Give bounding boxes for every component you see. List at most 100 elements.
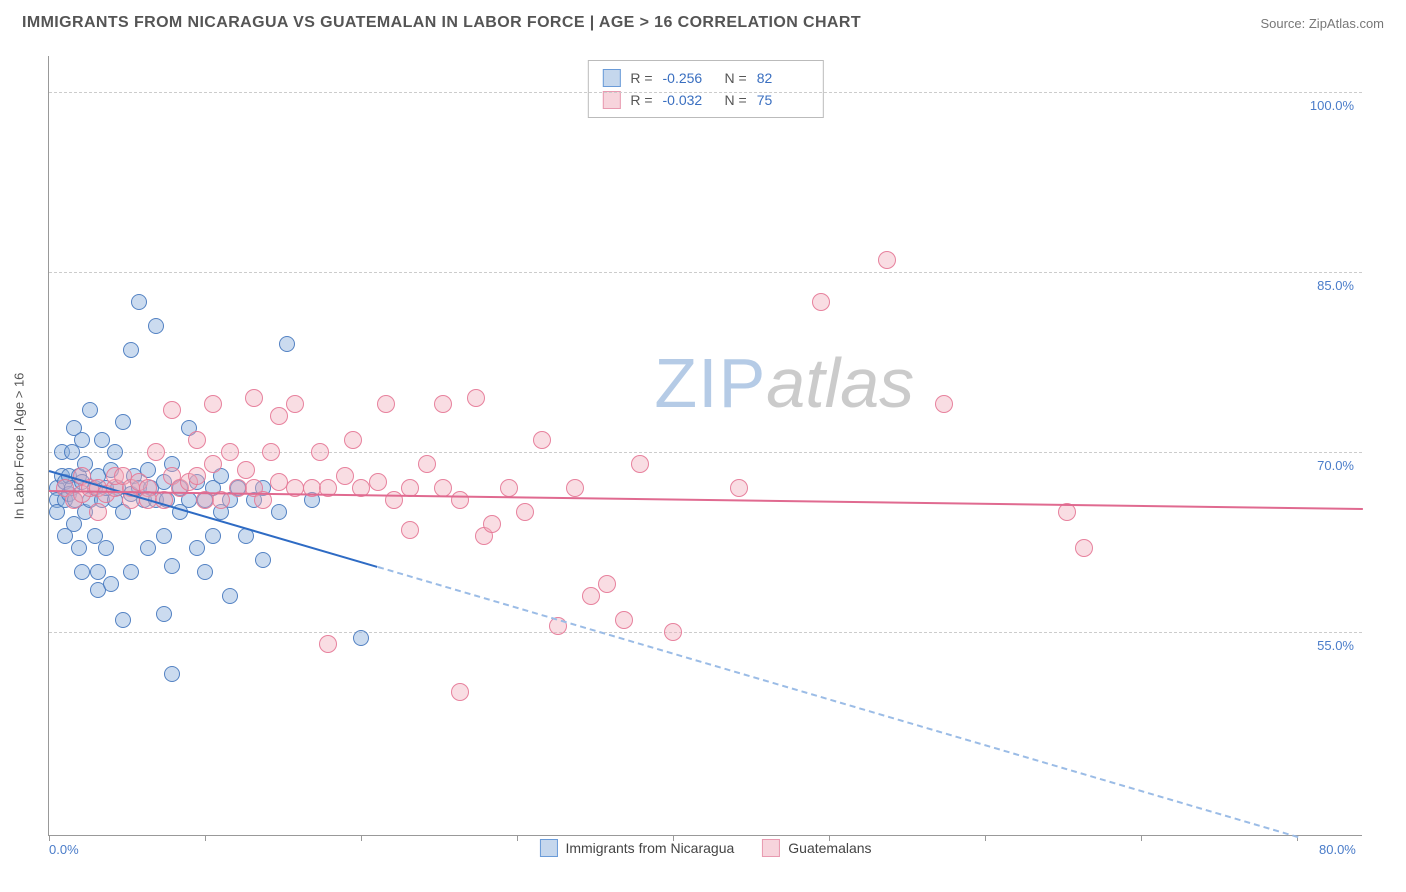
data-point: [221, 443, 239, 461]
data-point: [98, 540, 114, 556]
y-axis-title: In Labor Force | Age > 16: [12, 372, 27, 519]
gridline-h: [49, 632, 1362, 633]
data-point: [812, 293, 830, 311]
data-point: [369, 473, 387, 491]
data-point: [566, 479, 584, 497]
scatter-plot: In Labor Force | Age > 16 ZIPatlas R = -…: [48, 56, 1362, 836]
data-point: [237, 461, 255, 479]
x-tick-label: 80.0%: [1319, 842, 1356, 857]
swatch-icon: [539, 839, 557, 857]
source-label: Source: ZipAtlas.com: [1260, 16, 1384, 31]
data-point: [82, 402, 98, 418]
data-point: [483, 515, 501, 533]
watermark: ZIPatlas: [654, 343, 914, 423]
x-tick: [1141, 835, 1142, 841]
swatch-icon: [602, 91, 620, 109]
data-point: [66, 516, 82, 532]
y-tick-label: 70.0%: [1317, 458, 1354, 473]
data-point: [500, 479, 518, 497]
x-tick: [673, 835, 674, 841]
data-point: [255, 552, 271, 568]
data-point: [1075, 539, 1093, 557]
data-point: [598, 575, 616, 593]
x-tick: [49, 835, 50, 841]
data-point: [615, 611, 633, 629]
data-point: [103, 576, 119, 592]
data-point: [467, 389, 485, 407]
stats-legend-box: R = -0.256 N = 82 R = -0.032 N = 75: [587, 60, 823, 118]
y-tick-label: 100.0%: [1310, 98, 1354, 113]
data-point: [533, 431, 551, 449]
data-point: [319, 635, 337, 653]
data-point: [451, 683, 469, 701]
x-tick: [517, 835, 518, 841]
data-point: [123, 342, 139, 358]
data-point: [189, 540, 205, 556]
data-point: [164, 666, 180, 682]
stats-row-series-1: R = -0.256 N = 82: [602, 67, 808, 89]
legend-item-series-1: Immigrants from Nicaragua: [539, 839, 734, 857]
x-tick: [985, 835, 986, 841]
x-tick: [361, 835, 362, 841]
data-point: [377, 395, 395, 413]
data-point: [311, 443, 329, 461]
data-point: [344, 431, 362, 449]
swatch-icon: [602, 69, 620, 87]
data-point: [271, 504, 287, 520]
chart-title: IMMIGRANTS FROM NICARAGUA VS GUATEMALAN …: [22, 14, 861, 32]
data-point: [222, 588, 238, 604]
data-point: [204, 395, 222, 413]
data-point: [434, 479, 452, 497]
y-tick-label: 55.0%: [1317, 638, 1354, 653]
data-point: [205, 528, 221, 544]
data-point: [878, 251, 896, 269]
data-point: [204, 455, 222, 473]
data-point: [148, 318, 164, 334]
x-tick: [205, 835, 206, 841]
legend-item-series-2: Guatemalans: [762, 839, 871, 857]
gridline-h: [49, 272, 1362, 273]
data-point: [89, 503, 107, 521]
data-point: [115, 414, 131, 430]
data-point: [147, 443, 165, 461]
data-point: [71, 540, 87, 556]
data-point: [286, 395, 304, 413]
data-point: [401, 521, 419, 539]
bottom-legend: Immigrants from Nicaragua Guatemalans: [539, 839, 871, 857]
data-point: [156, 606, 172, 622]
x-tick-label: 0.0%: [49, 842, 79, 857]
data-point: [140, 540, 156, 556]
data-point: [582, 587, 600, 605]
data-point: [131, 294, 147, 310]
y-tick-label: 85.0%: [1317, 278, 1354, 293]
swatch-icon: [762, 839, 780, 857]
data-point: [188, 467, 206, 485]
data-point: [163, 401, 181, 419]
data-point: [353, 630, 369, 646]
data-point: [730, 479, 748, 497]
data-point: [197, 564, 213, 580]
data-point: [74, 564, 90, 580]
data-point: [279, 336, 295, 352]
data-point: [270, 473, 288, 491]
trend-line: [377, 566, 1297, 838]
gridline-h: [49, 452, 1362, 453]
data-point: [270, 407, 288, 425]
data-point: [336, 467, 354, 485]
data-point: [74, 432, 90, 448]
data-point: [90, 564, 106, 580]
data-point: [245, 389, 263, 407]
data-point: [107, 444, 123, 460]
data-point: [115, 612, 131, 628]
data-point: [418, 455, 436, 473]
data-point: [188, 431, 206, 449]
data-point: [262, 443, 280, 461]
data-point: [664, 623, 682, 641]
data-point: [631, 455, 649, 473]
data-point: [451, 491, 469, 509]
data-point: [434, 395, 452, 413]
data-point: [94, 432, 110, 448]
x-tick: [829, 835, 830, 841]
gridline-h: [49, 92, 1362, 93]
data-point: [123, 564, 139, 580]
